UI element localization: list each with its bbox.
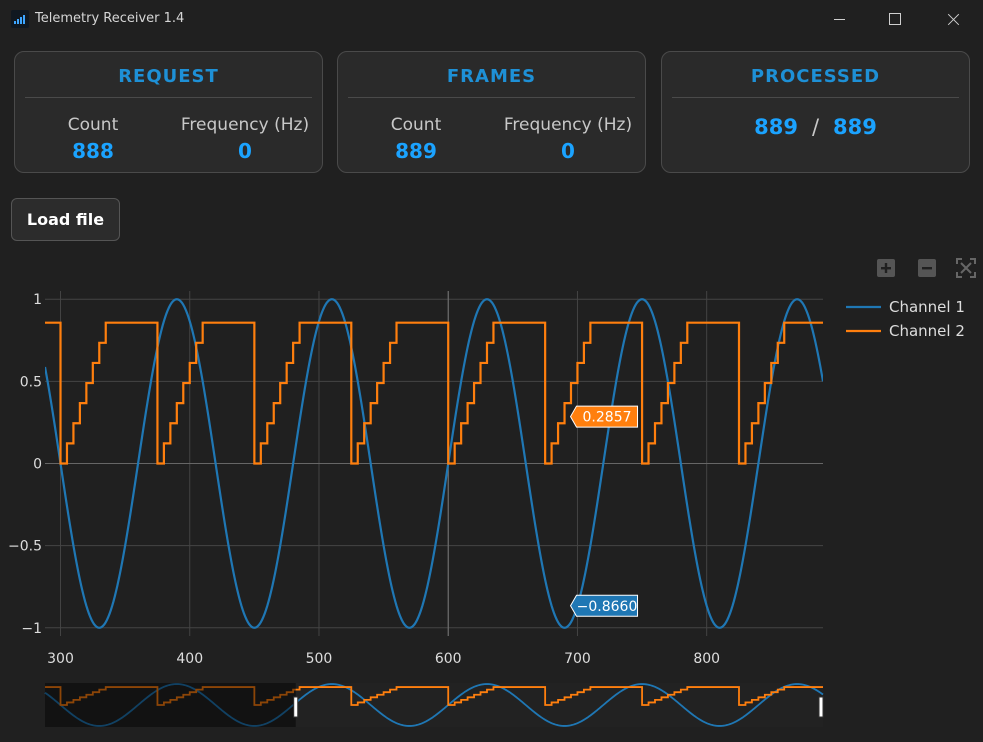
maximize-button[interactable]: [871, 0, 917, 38]
x-tick-label: 600: [435, 651, 462, 667]
minimize-button[interactable]: [815, 0, 861, 38]
divider: [348, 97, 635, 98]
y-tick-label: 0.5: [20, 374, 42, 390]
frames-title: FRAMES: [446, 66, 537, 87]
autoscale-icon[interactable]: [954, 256, 978, 280]
request-frequency-label: Frequency (Hz): [180, 115, 310, 135]
y-tick-label: −1: [21, 621, 42, 637]
frames-count-value: 889: [395, 139, 437, 163]
x-tick-label: 400: [176, 651, 203, 667]
hover-label-text: −0.8660: [577, 599, 638, 615]
rangeslider-mask: [45, 683, 296, 727]
series-line-channel-2: [45, 321, 823, 465]
zoom-out-icon[interactable]: [915, 256, 939, 280]
divider: [672, 97, 959, 98]
frames-frequency-label: Frequency (Hz): [503, 115, 633, 135]
load-file-button[interactable]: Load file: [11, 198, 120, 241]
x-tick-label: 300: [47, 651, 74, 667]
y-tick-label: −0.5: [8, 539, 42, 555]
hover-label-box: [569, 405, 639, 428]
series-line-channel-1: [45, 298, 823, 629]
telemetry-chart[interactable]: 300 400 500 600 700 800 −1 −0.5 0 0.5 1 Channel 1 Ch…: [0, 285, 983, 740]
processed-total-value: 889: [833, 115, 877, 139]
request-title: REQUEST: [118, 66, 219, 87]
y-tick-label: 1: [33, 292, 42, 308]
rangeslider-right-handle[interactable]: [818, 696, 824, 718]
legend-label: Channel 1: [889, 298, 965, 316]
rangeslider-background: [45, 683, 823, 727]
x-tick-label: 500: [306, 651, 333, 667]
title-bar: Telemetry Receiver 1.4: [0, 0, 983, 38]
close-button[interactable]: [930, 0, 976, 38]
rangeslider-series-line: [45, 686, 823, 706]
zoom-in-icon[interactable]: [874, 256, 898, 280]
hover-label-text: 0.2857: [583, 410, 632, 426]
processed-done-value: 889: [754, 115, 798, 139]
request-frequency-value: 0: [238, 139, 252, 163]
processed-panel: PROCESSED 889 / 889: [661, 51, 970, 173]
frames-count-label: Count: [390, 115, 442, 135]
hover-label: −0.8660: [569, 594, 639, 617]
processed-separator: /: [811, 115, 820, 139]
y-tick-label: 0: [33, 457, 42, 473]
divider: [25, 97, 312, 98]
hover-label: 0.2857: [569, 405, 639, 428]
hover-label-box: [569, 594, 639, 617]
x-tick-label: 700: [564, 651, 591, 667]
frames-frequency-value: 0: [561, 139, 575, 163]
app-icon: [11, 10, 29, 28]
x-tick-label: 800: [693, 651, 720, 667]
rangeslider-series-line: [44, 683, 824, 727]
processed-title: PROCESSED: [750, 66, 881, 87]
legend-label: Channel 2: [889, 322, 965, 340]
request-count-value: 888: [72, 139, 114, 163]
request-count-label: Count: [67, 115, 119, 135]
rangeslider-left-handle[interactable]: [293, 696, 299, 718]
window-title: Telemetry Receiver 1.4: [35, 11, 185, 26]
request-panel: REQUEST Count Frequency (Hz) 888 0: [14, 51, 323, 173]
processed-values: 889 / 889: [662, 115, 969, 139]
frames-panel: FRAMES Count Frequency (Hz) 889 0: [337, 51, 646, 173]
